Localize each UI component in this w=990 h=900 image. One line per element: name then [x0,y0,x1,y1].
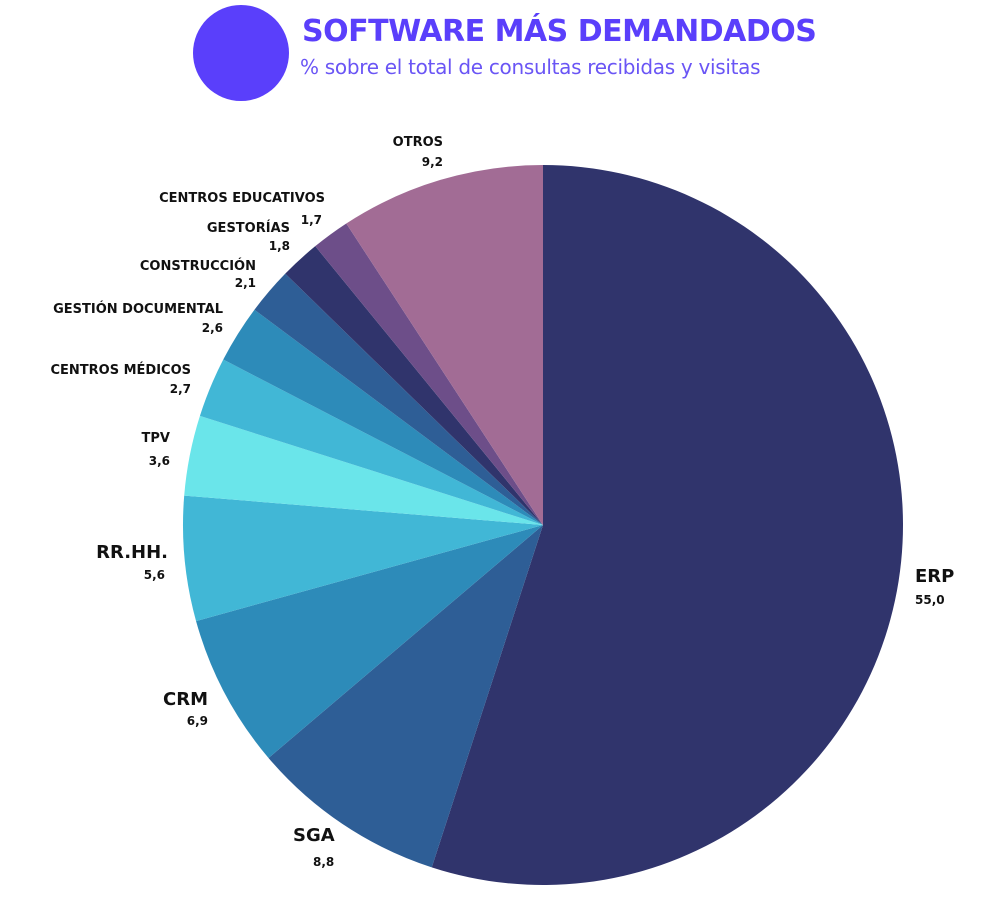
slice-label: RR.HH. [96,542,168,563]
pie-slice-construcci-n [254,273,543,525]
pie-slice-gestor-as [285,246,543,525]
slice-value-label: 2,6 [201,321,223,335]
slice-label: SGA [293,825,335,846]
pie-slice-otros [346,165,543,525]
slice-label: CENTROS EDUCATIVOS [159,191,325,206]
chart-subtitle: % sobre el total de consultas recibidas … [300,55,761,79]
slice-label: TPV [141,431,170,446]
slice-value-label: 3,6 [148,454,170,468]
pie-slice-gesti-n-documental [223,309,543,525]
pie-slice-centros-educativos [315,223,543,525]
slice-value-label: 2,7 [169,382,191,396]
slice-value-label: 2,1 [234,276,256,290]
title-circle-decoration [193,5,289,101]
slice-label: ERP [915,566,955,587]
slice-label: OTROS [392,135,443,150]
slice-value-label: 6,9 [186,714,208,728]
pie-slice-erp [431,165,903,885]
pie-slice-centros-m-dicos [199,359,544,525]
slice-value-label: 5,6 [143,568,165,582]
slice-label: GESTIÓN DOCUMENTAL [53,302,223,317]
slice-value-label: 55,0 [915,593,945,607]
pie-slice-crm [196,525,543,758]
slice-label: CENTROS MÉDICOS [50,363,191,378]
pie-slice-rr-hh- [182,495,543,622]
slice-value-label: 8,8 [313,855,335,869]
slice-value-label: 1,8 [268,239,290,253]
chart-title: SOFTWARE MÁS DEMANDADOS [302,14,817,49]
pie-slice-tpv [184,415,544,525]
slice-label: CONSTRUCCIÓN [139,259,256,274]
slice-label: CRM [163,689,208,710]
pie-slice-sga [268,525,543,868]
slice-value-label: 1,7 [300,213,322,227]
slice-value-label: 9,2 [421,155,443,169]
slice-label: GESTORÍAS [206,221,290,236]
